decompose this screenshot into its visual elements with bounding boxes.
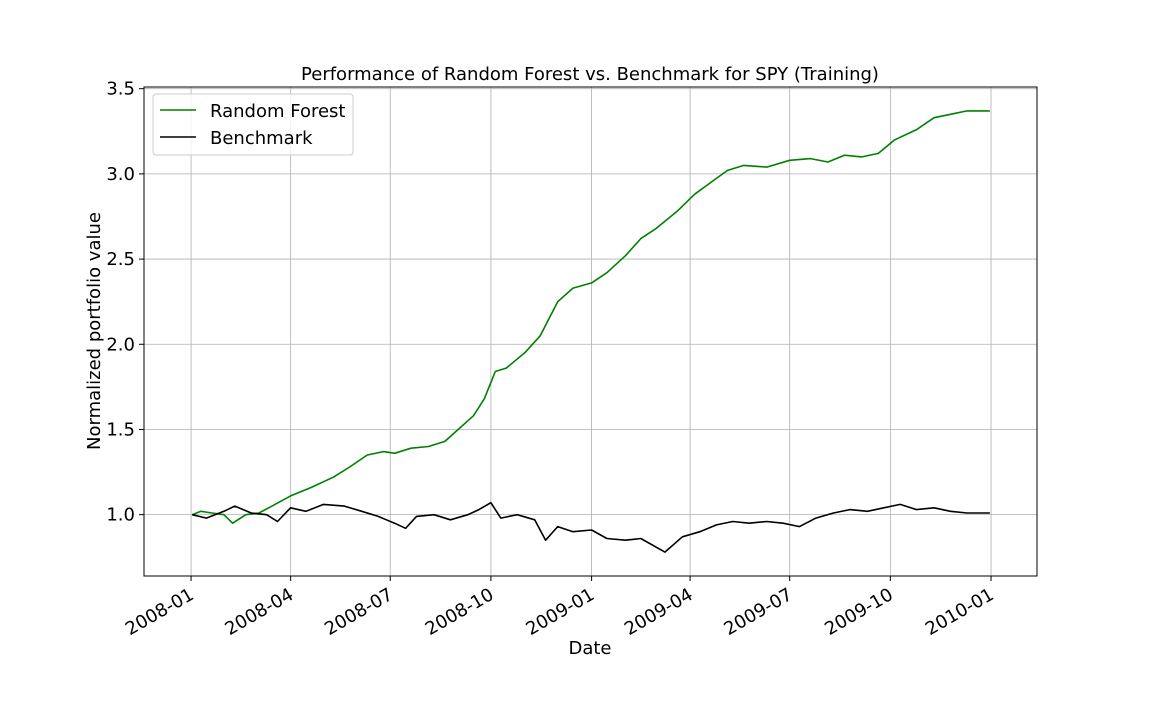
legend-box	[152, 93, 354, 156]
series-line-random-forest	[191, 110, 990, 525]
y-tick-label: 3.0	[106, 164, 135, 185]
x-tick-label: 2008-07	[321, 584, 397, 640]
y-tick-label: 1.0	[106, 505, 135, 526]
legend: Random Forest Benchmark	[152, 93, 354, 156]
plot-frame	[143, 86, 1038, 577]
chart-title: Performance of Random Forest vs. Benchma…	[301, 64, 879, 85]
series-layer	[191, 110, 990, 553]
x-axis-title: Date	[568, 638, 611, 659]
y-tick-label: 3.5	[106, 79, 135, 100]
y-tick-label: 1.5	[106, 419, 135, 440]
x-tick-label: 2008-04	[222, 584, 298, 640]
x-tick-label: 2008-01	[122, 584, 198, 640]
y-axis: 1.0 1.5 2.0 2.5 3.0 3.5	[106, 79, 144, 526]
grid-lines	[144, 87, 1037, 576]
x-axis: 2008-01 2008-04 2008-07 2008-10 2009-01 2009-…	[122, 576, 998, 640]
x-tick-label: 2010-01	[922, 584, 998, 640]
x-tick-label: 2009-07	[721, 584, 797, 640]
legend-label-benchmark: Benchmark	[210, 128, 313, 149]
y-tick-label: 2.0	[106, 334, 135, 355]
legend-label-random-forest: Random Forest	[210, 101, 345, 122]
x-tick-label: 2009-04	[621, 584, 697, 640]
series-line-benchmark	[192, 501, 990, 553]
x-tick-label: 2009-10	[821, 584, 897, 640]
x-tick-label: 2009-01	[522, 584, 598, 640]
y-tick-label: 2.5	[106, 249, 135, 270]
x-tick-label: 2008-10	[422, 584, 498, 640]
y-axis-title: Normalized portfolio value	[84, 212, 105, 450]
